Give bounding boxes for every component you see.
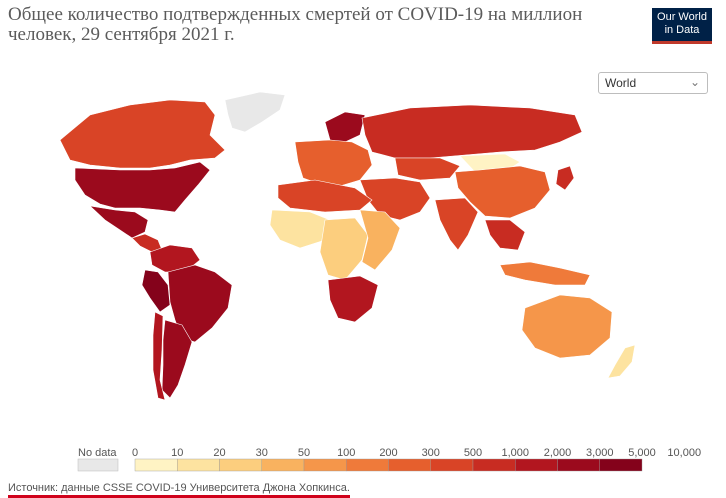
legend-tick-label: 2,000 [544,447,572,459]
map-region-canada[interactable] [59,99,226,169]
legend-tick-label: 100 [337,447,355,459]
logo-line-2: in Data [664,24,700,36]
map-region-west-africa[interactable] [269,209,331,249]
map-region-greenland[interactable] [224,91,286,133]
region-select-value: World [605,76,637,90]
map-region-united-states[interactable] [74,161,211,213]
legend-swatch [346,458,389,472]
legend-swatch [219,458,262,472]
map-region-scandinavia[interactable] [324,111,366,143]
map-region-indonesia[interactable] [499,261,591,286]
legend-swatch [430,458,474,472]
map-region-southern-africa[interactable] [327,275,379,323]
chart-title: Общее количество подтвержденных смертей … [8,4,583,45]
map-region-australia[interactable] [521,294,613,359]
legend-tick-label: 3,000 [586,447,614,459]
map-region-brazil[interactable] [167,264,233,343]
map-region-europe[interactable] [294,139,373,187]
owid-logo[interactable]: Our World in Data [652,8,712,44]
map-region-new-zealand[interactable] [607,344,636,379]
map-region-peru[interactable] [141,269,171,313]
map-region-chile[interactable] [152,311,166,401]
map-region-argentina[interactable] [161,319,193,399]
source-note[interactable]: Источник: данные CSSE COVID-19 Университ… [8,482,350,498]
legend-tick-label: 30 [256,447,268,459]
map-region-india[interactable] [434,197,479,251]
legend-tick-label: 10,000 [667,447,701,459]
legend-tick-label: 1,000 [501,447,529,459]
legend-swatch [599,458,643,472]
legend-no-data-label: No data [78,447,117,459]
map-region-east-africa[interactable] [359,209,401,271]
region-select[interactable]: World ⌄ [598,72,708,94]
legend-swatch [303,458,347,472]
legend-swatch [515,458,558,472]
map-region-central-africa[interactable] [319,217,369,281]
color-legend: No data 0 10 20 30 50 100 200 300 500 1,000 2,000 3… [77,447,701,472]
legend-swatch [261,458,305,472]
legend-tick-label: 0 [132,447,138,459]
legend-tick-label: 10 [171,447,183,459]
chevron-down-icon: ⌄ [689,75,700,89]
map-region-mexico[interactable] [89,205,149,239]
legend-tick-label: 50 [298,447,310,459]
map-region-russia[interactable] [361,104,583,159]
legend-swatch [177,458,220,472]
map-region-china[interactable] [454,165,551,219]
map-region-kazakhstan[interactable] [394,157,461,181]
legend-swatch [472,458,516,472]
map-region-japan[interactable] [555,165,575,191]
legend-swatch [388,458,431,472]
legend-tick-label: 500 [464,447,482,459]
legend-swatch [557,458,600,472]
legend-swatch [134,458,178,472]
world-map[interactable] [0,80,726,440]
legend-tick-label: 200 [379,447,397,459]
legend-no-data-swatch [77,458,119,472]
legend-tick-label: 300 [422,447,440,459]
logo-line-1: Our World [657,11,707,23]
legend-tick-label: 20 [213,447,225,459]
map-region-middle-east[interactable] [359,177,431,221]
map-region-southeast-asia[interactable] [484,219,526,251]
map-region-north-africa[interactable] [277,179,373,213]
legend-tick-label: 5,000 [628,447,656,459]
